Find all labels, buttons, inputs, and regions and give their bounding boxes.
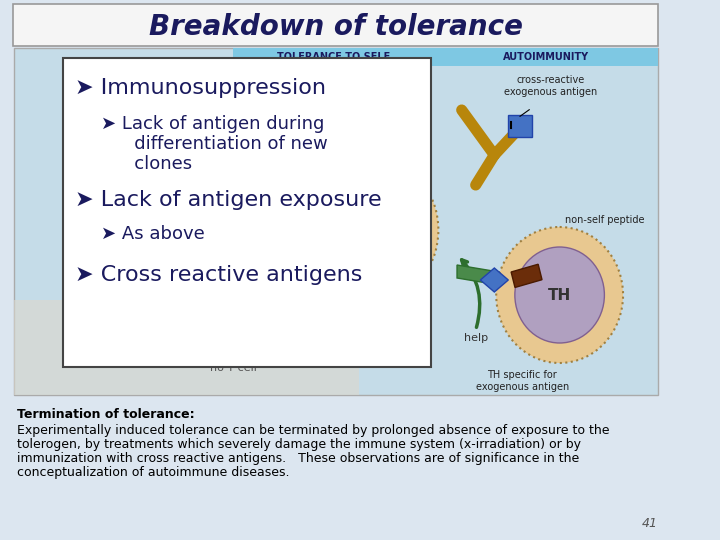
Bar	[433, 48, 657, 66]
Text: AUTOIMMUNITY: AUTOIMMUNITY	[503, 52, 589, 62]
Bar	[233, 48, 433, 66]
Circle shape	[299, 155, 438, 305]
Text: TH: TH	[548, 287, 571, 302]
Polygon shape	[480, 268, 508, 292]
Circle shape	[515, 247, 604, 343]
Bar	[14, 300, 359, 395]
Text: ➤ Lack of antigen during: ➤ Lack of antigen during	[101, 115, 324, 133]
Text: TOLERANCE TO SELF: TOLERANCE TO SELF	[276, 52, 390, 62]
Text: ➤ Cross reactive antigens: ➤ Cross reactive antigens	[75, 265, 362, 285]
Text: ➤ As above: ➤ As above	[101, 225, 204, 243]
FancyBboxPatch shape	[13, 4, 659, 46]
Bar	[508, 115, 531, 137]
Text: Experimentally induced tolerance can be terminated by prolonged absence of expos: Experimentally induced tolerance can be …	[17, 424, 609, 437]
Text: Breakdown of tolerance: Breakdown of tolerance	[149, 13, 523, 41]
Bar	[14, 48, 657, 395]
Text: immunization with cross reactive antigens.   These observations are of significa: immunization with cross reactive antigen…	[17, 452, 579, 465]
Text: non-self peptide: non-self peptide	[564, 215, 644, 225]
Text: no T cell: no T cell	[210, 363, 256, 373]
Circle shape	[496, 227, 623, 363]
Text: cross-reactive
exogenous antigen: cross-reactive exogenous antigen	[504, 75, 597, 97]
Text: ➤ Lack of antigen exposure: ➤ Lack of antigen exposure	[75, 190, 382, 210]
Text: Termination of tolerance:: Termination of tolerance:	[17, 408, 194, 421]
Text: clones: clones	[117, 155, 192, 173]
Text: TH specific for
exogenous antigen: TH specific for exogenous antigen	[476, 370, 569, 392]
Text: differentiation of new: differentiation of new	[117, 135, 328, 153]
Text: conceptualization of autoimmune diseases.: conceptualization of autoimmune diseases…	[17, 466, 289, 479]
Text: anti-self
B cell: anti-self B cell	[336, 235, 373, 255]
Circle shape	[315, 192, 404, 288]
Text: help: help	[464, 333, 487, 343]
Bar	[511, 264, 542, 287]
Text: 41: 41	[642, 517, 657, 530]
Text: tolerogen, by treatments which severely damage the immune system (x‑irradiation): tolerogen, by treatments which severely …	[17, 438, 581, 451]
Polygon shape	[457, 265, 499, 285]
FancyBboxPatch shape	[63, 58, 431, 367]
Text: ➤ Immunosuppression: ➤ Immunosuppression	[75, 78, 325, 98]
